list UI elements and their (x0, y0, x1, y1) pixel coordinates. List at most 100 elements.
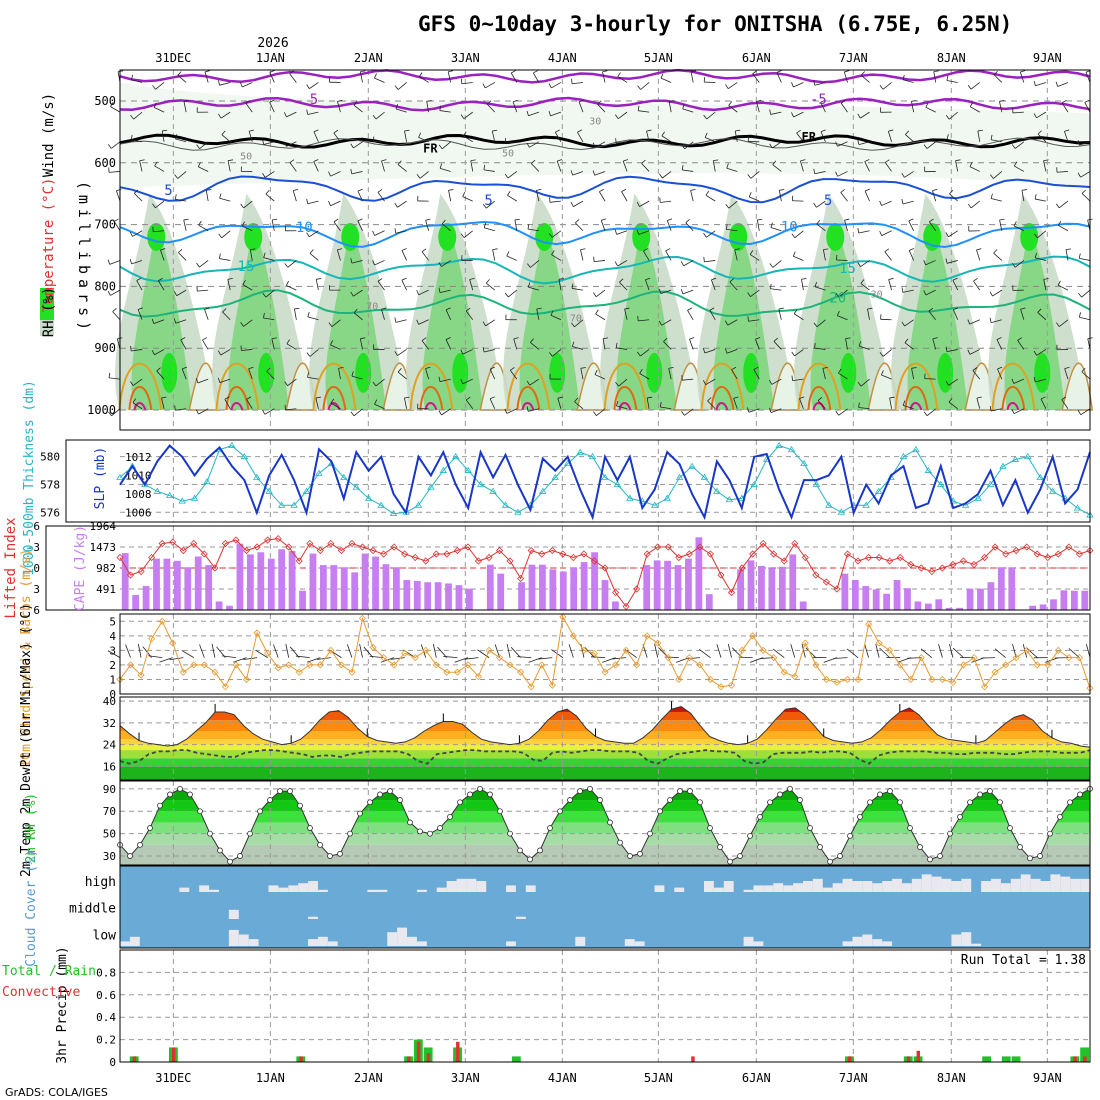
wind-barb (816, 200, 826, 208)
rh-shading-saturated (632, 222, 651, 251)
rh-marker (547, 825, 553, 831)
cloud-bar-low (634, 941, 645, 946)
wind-barb (639, 200, 650, 207)
wind-barb (175, 198, 187, 202)
wind-barb-feather (685, 219, 690, 223)
year-label: 2026 (257, 36, 288, 51)
wind-barb (908, 220, 914, 231)
wind10m-marker (285, 661, 293, 669)
wind-barb-feather (933, 70, 939, 73)
wind-barb (1021, 190, 1025, 202)
wind-barb (970, 200, 981, 209)
wind-barb (110, 289, 121, 296)
wind-barb-feather (353, 308, 358, 313)
wind-barb-feather (183, 100, 189, 102)
wind-barb-feather (857, 381, 862, 387)
li-marker (559, 550, 567, 558)
wind-barb (728, 105, 738, 113)
wind-barb-feather (817, 397, 823, 401)
wind-barb-feather (492, 129, 498, 132)
wind-barb-feather (999, 218, 1005, 221)
date-label-bottom: 2JAN (354, 1071, 383, 1085)
wind-barb (507, 171, 518, 179)
wind-barb (616, 230, 628, 235)
wind-barb (242, 82, 253, 88)
wind-barb-feather (725, 84, 729, 89)
wind10m-marker (991, 668, 999, 676)
wind10m-marker (696, 661, 704, 669)
wind10m-barb (359, 643, 363, 658)
wind-barb (726, 229, 738, 232)
wind-barb-feather (351, 371, 354, 377)
wind-barb (864, 161, 870, 172)
rh-marker (287, 788, 293, 794)
wind-barb (1013, 225, 1025, 232)
wind-barb (1058, 200, 1069, 209)
wind-barb (241, 349, 253, 351)
wind-barb (401, 250, 407, 261)
thickness-marker (190, 494, 199, 501)
rh-marker (997, 799, 1003, 806)
wind-barb (682, 378, 694, 381)
wind-barb-feather (372, 230, 375, 236)
wind-barb-feather (130, 345, 132, 352)
wind-barb (1080, 408, 1091, 416)
cloud-bar-high (783, 885, 794, 892)
wind-barb (222, 311, 231, 321)
isotherm-30 (904, 386, 929, 411)
wind-barb-feather (733, 396, 739, 399)
wind-barb (315, 279, 319, 291)
cloud-bar-high (1020, 874, 1031, 892)
wind-barb (838, 372, 848, 380)
wind-barb-feather (1077, 172, 1081, 178)
wind-barb-feather (158, 277, 163, 282)
cape-bar (309, 553, 317, 610)
li-marker (886, 557, 894, 565)
wind-barb (574, 319, 584, 328)
wind-barb-feather (1033, 80, 1036, 86)
wind-barb-feather (489, 366, 495, 370)
wind-barb-feather (178, 248, 183, 253)
wind-barb (286, 343, 297, 350)
cape-bar (924, 603, 932, 610)
wind-barb-feather (659, 173, 663, 179)
profile-ylabel-temp: Temperature (°C) (41, 178, 57, 313)
wind-barb (530, 260, 540, 268)
wind-barb (1040, 398, 1047, 409)
wind-barb (602, 71, 606, 83)
precip-convective-bar (456, 1041, 460, 1062)
wind10m-marker (717, 683, 725, 691)
chart-title: GFS 0~10day 3-hourly for ONITSHA (6.75E,… (418, 12, 1012, 36)
wind10m-frame (119, 613, 1091, 695)
wind-barb-feather (485, 279, 490, 284)
wind-barb (946, 138, 958, 143)
thickness-tick-label: 578 (40, 478, 60, 491)
temp-band (120, 720, 1090, 732)
rh-marker (627, 853, 633, 859)
wind-barb-feather (705, 190, 710, 196)
temp-tick-label: 16 (103, 760, 116, 773)
wind-barb (933, 71, 937, 83)
wind10m-marker (1023, 646, 1031, 654)
wind-barb (153, 107, 165, 113)
wind-barb (139, 160, 143, 172)
wind-barb (264, 408, 275, 415)
wind-barb-feather (967, 319, 971, 325)
wind-barb (202, 339, 209, 350)
cape-bar (862, 586, 870, 610)
cape-bar (591, 552, 598, 610)
isotherm-line (119, 96, 1091, 112)
wind-barb-feather (262, 292, 267, 298)
wind-barb (374, 77, 385, 83)
wind-barb (221, 134, 231, 143)
wind-ylabel: 10m Wind Speed & Barbs (m/s) (19, 548, 34, 767)
date-label-bottom: 1JAN (256, 1071, 285, 1085)
wind-barb-feather (272, 218, 278, 221)
wind-barb (183, 101, 187, 113)
wind-barb-feather (603, 337, 609, 340)
wind-barb (837, 141, 848, 147)
wind-barb (439, 289, 451, 294)
wind-barb (793, 255, 804, 261)
wind-barb-feather (438, 144, 443, 150)
wind-barb-feather (482, 346, 485, 353)
